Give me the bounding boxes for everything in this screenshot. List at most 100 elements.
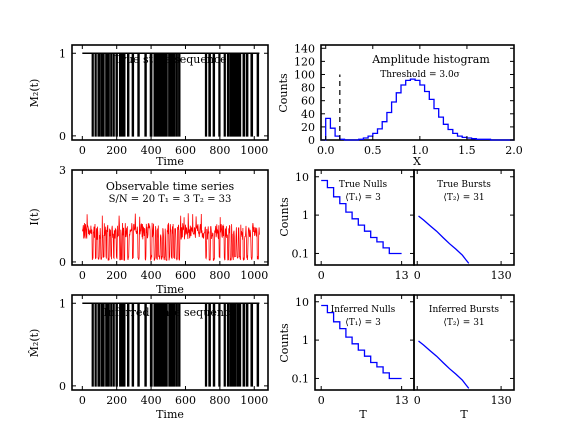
x-axis-label: Time [156,283,184,296]
y-tick-label: 0 [59,130,66,143]
y-tick-label: 0.1 [292,372,310,385]
x-axis-label: Time [156,155,184,168]
panel-title: True state sequence [113,53,226,66]
plot-frame [71,294,269,391]
y-tick-label: 1 [302,334,309,347]
tick-labels: 0 200 400 600 800 1000 0 1 [59,295,268,407]
x-tick-label: 0.5 [364,144,382,157]
panel-title: True Nulls [339,180,388,190]
panel-title: Inferred Nulls [331,305,396,315]
y-tick-label: 1 [59,47,66,60]
x-tick-label: 1000 [240,394,268,407]
tick-labels: 0 200 400 600 800 1000 0 1 [59,45,268,157]
plot-frame [71,169,269,266]
x-tick-label: 200 [106,394,127,407]
dwell-distribution [321,179,402,255]
mean-annotation: ⟨T₂⟩ = 31 [443,318,484,328]
y-axis-label: I(t) [28,208,41,225]
y-tick-label: 0 [308,134,315,147]
dwell-distribution [418,340,470,389]
x-tick-label: 0 [79,394,86,407]
panel-title: True Bursts [437,180,491,190]
histogram-line [321,78,514,141]
threshold-annotation: Threshold = 3.0σ [380,70,460,80]
y-tick-label: 0.1 [292,247,310,260]
plot-frame [71,44,269,141]
x-tick-label: 0 [318,394,325,407]
dwell-distribution [418,215,470,264]
inferred-nulls-panel: Inferred Nulls ⟨T₁⟩ = 3 Counts T 0 13 0.1 1… [278,294,415,421]
x-tick-label: 0.0 [317,144,335,157]
x-tick-label: 13 [395,394,409,407]
y-tick-label: 20 [301,121,315,134]
state-line [82,302,260,387]
plot-frame [320,44,515,141]
plot-frame [413,294,515,391]
x-tick-label: 800 [209,144,230,157]
signal-trace [81,213,260,262]
state-trace [82,52,260,137]
tick-labels: 0 130 [414,170,514,282]
x-tick-label: 1000 [240,269,268,282]
x-tick-label: 130 [491,394,512,407]
y-tick-label: 100 [294,68,315,81]
y-tick-label: 0 [59,380,66,393]
state-line [82,52,260,137]
histogram-steps [321,74,514,141]
observable-panel: Observable time series S/N = 20 T₁ = 3 T… [28,164,269,296]
x-tick-label: 600 [175,394,196,407]
true-state-panel: True state sequence M₂(t) Time 0 200 400 60… [28,44,269,168]
inferred-state-panel: Inferred state sequence M̂₂(t) Time 0 200… [28,294,269,421]
tick-labels: 0 130 [414,295,514,407]
x-tick-label: 0 [414,394,421,407]
y-tick-label: 1 [59,297,66,310]
dwell-line [418,340,470,389]
x-tick-label: 200 [106,269,127,282]
x-tick-label: 1.0 [411,144,429,157]
true-bursts-panel: True Bursts ⟨T₂⟩ = 31 0 130 [413,169,515,282]
x-axis-label: Time [156,408,184,421]
x-tick-label: 1.5 [458,144,476,157]
x-axis-label: X [413,155,421,168]
x-tick-label: 0 [79,269,86,282]
y-axis-label: Counts [277,73,290,113]
y-tick-label: 1 [302,209,309,222]
dwell-line [321,304,402,380]
x-tick-label: 0 [414,269,421,282]
y-tick-label: 80 [301,82,315,95]
amplitude-histogram-panel: Amplitude histogram Threshold = 3.0σ Cou… [277,42,523,168]
y-tick-label: 0 [59,256,66,269]
x-tick-label: 400 [141,144,162,157]
x-tick-label: 600 [175,269,196,282]
x-tick-label: 13 [395,269,409,282]
y-axis-label: Counts [278,197,291,237]
mean-annotation: ⟨T₁⟩ = 3 [345,193,381,203]
signal-line [81,213,260,262]
dwell-line [418,215,470,264]
x-tick-label: 800 [209,394,230,407]
y-tick-label: 60 [301,95,315,108]
x-tick-label: 0 [79,144,86,157]
x-tick-label: 800 [209,269,230,282]
x-tick-label: 130 [491,269,512,282]
tick-labels: 0 13 0.1 1 10 [292,295,414,407]
y-axis-label: Counts [278,323,291,363]
x-tick-label: 200 [106,144,127,157]
inferred-bursts-panel: Inferred Bursts ⟨T₂⟩ = 31 T 0 130 [413,294,515,421]
x-tick-label: 400 [141,394,162,407]
panel-title: Observable time series [106,180,235,193]
true-nulls-panel: True Nulls ⟨T₁⟩ = 3 Counts 0 13 0.1 1 10 [278,169,415,282]
y-tick-label: 3 [59,164,66,177]
x-tick-label: 600 [175,144,196,157]
y-axis-label: M₂(t) [28,79,41,108]
y-tick-label: 40 [301,108,315,121]
panel-title: Amplitude histogram [371,53,490,66]
x-tick-label: 1000 [240,144,268,157]
y-tick-label: 140 [294,42,315,55]
state-trace [82,302,260,387]
x-tick-label: 0 [318,269,325,282]
plot-frame [413,169,515,266]
y-tick-label: 120 [294,55,315,68]
